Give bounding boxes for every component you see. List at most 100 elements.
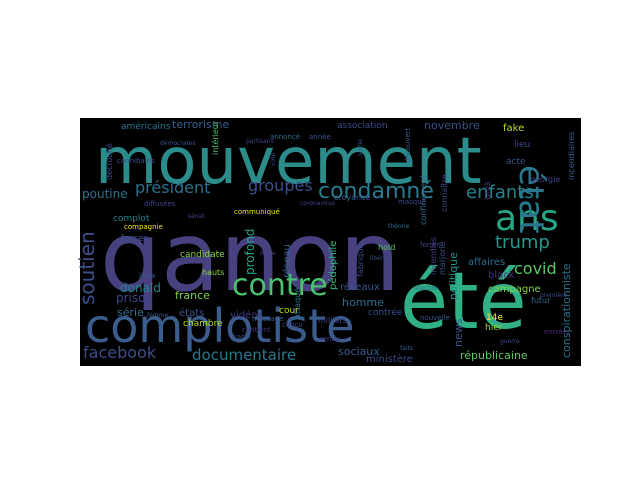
cloud-word: connaître <box>440 174 449 212</box>
cloud-word: candidate <box>180 250 225 260</box>
cloud-word: news <box>452 318 465 347</box>
cloud-word: terrorisme <box>172 118 229 131</box>
cloud-word: élection <box>415 285 439 292</box>
cloud-word: france <box>175 289 210 302</box>
cloud-word: sociaux <box>338 345 380 358</box>
cloud-word: diffusées <box>144 200 176 208</box>
cloud-word: entrée <box>544 328 567 336</box>
cloud-word: politique <box>447 252 460 300</box>
cloud-word: intérieur <box>210 120 220 155</box>
cloud-word: contre <box>232 268 328 303</box>
cloud-word: libérés <box>370 255 390 262</box>
cloud-word: rendu <box>320 335 340 343</box>
cloud-word: partisans <box>246 138 274 145</box>
cloud-word: ministère <box>366 353 413 365</box>
cloud-word: vote <box>270 152 277 166</box>
cloud-word: hold <box>378 243 395 252</box>
cloud-word: marjorie <box>438 241 447 275</box>
cloud-word: républicaine <box>460 349 528 362</box>
cloud-word: ans <box>495 198 559 239</box>
cloud-word: groupes <box>248 176 313 195</box>
cloud-word: prison <box>116 291 153 305</box>
cloud-word: association <box>337 121 388 131</box>
cloud-word: découvert <box>404 127 412 163</box>
cloud-word: sénat <box>188 213 205 220</box>
cloud-word: incendies <box>429 237 438 275</box>
cloud-word: conspirationniste <box>560 263 573 358</box>
cloud-word: fake <box>503 123 524 134</box>
cloud-word: états <box>179 307 204 319</box>
cloud-word: campagne <box>488 284 541 295</box>
cloud-word: démocrates <box>160 140 196 147</box>
cloud-word: cour <box>279 306 299 316</box>
cloud-word: cannibales <box>117 157 155 165</box>
cloud-word: annoncé <box>270 133 300 141</box>
cloud-word: acte <box>506 157 526 167</box>
cloud-word: guerre <box>500 338 520 345</box>
cloud-word: première <box>540 292 567 299</box>
cloud-word: coronavirus <box>300 200 335 207</box>
cloud-word: sortie <box>357 139 364 156</box>
cloud-word: poutine <box>82 187 128 201</box>
cloud-word: pédophile <box>327 241 339 290</box>
cloud-word: hauts <box>202 268 224 277</box>
cloud-word: faits <box>400 345 413 352</box>
cloud-word: homme <box>342 296 384 309</box>
cloud-word: femme <box>147 312 168 319</box>
cloud-word: condamné <box>318 179 434 204</box>
cloud-word: américains <box>121 121 171 132</box>
cloud-word: milliers <box>318 316 347 325</box>
cloud-word: vidéos <box>230 309 263 321</box>
cloud-word: contrée <box>368 307 403 318</box>
cloud-word: compagnie <box>124 223 163 231</box>
cloud-word: masque <box>398 198 426 206</box>
cloud-word: président <box>135 178 210 197</box>
cloud-word: futur <box>531 296 551 305</box>
cloud-word: affaires <box>468 257 505 268</box>
cloud-word: géorgie <box>530 174 560 184</box>
cloud-word: 14e <box>486 313 503 323</box>
cloud-word: mouvement <box>95 125 482 199</box>
cloud-word: covid <box>514 259 557 278</box>
cloud-word: croyance <box>334 193 371 202</box>
cloud-word: contient <box>242 326 271 334</box>
cloud-word: état <box>511 165 551 233</box>
cloud-word: année <box>309 133 331 141</box>
cloud-word: lieu <box>514 140 530 150</box>
cloud-word: hier <box>485 323 503 333</box>
cloud-word: documentaire <box>192 346 296 364</box>
cloud-word: nouvelle <box>420 314 450 322</box>
cloud-word: confinement <box>419 175 428 225</box>
cloud-word: mère <box>260 250 276 257</box>
cloud-word: novembre <box>424 119 480 132</box>
cloud-word: profond <box>243 229 257 275</box>
cloud-word: forces <box>121 234 149 244</box>
cloud-word: enfants <box>466 182 534 203</box>
cloud-word: facebook <box>83 343 157 362</box>
cloud-word: lieux <box>139 272 156 280</box>
cloud-word: attaqué <box>292 288 302 319</box>
cloud-word: réseaux <box>340 281 380 293</box>
cloud-word: black <box>488 270 515 281</box>
cloud-word: été <box>400 257 527 347</box>
cloud-word: réseau <box>281 244 293 278</box>
cloud-word: qanon <box>100 201 400 313</box>
cloud-word: décroché <box>104 143 114 180</box>
cloud-background <box>80 118 581 366</box>
cloud-word: incendiaires <box>567 132 576 180</box>
cloud-word: complotiste <box>85 299 355 353</box>
cloud-word: soutien <box>75 231 99 305</box>
cloud-word: chambre <box>183 319 223 329</box>
cloud-word: fabrique <box>356 244 365 277</box>
cloud-word: conçu <box>282 321 303 329</box>
cloud-word: série <box>117 306 144 319</box>
cloud-word: communiqué <box>234 208 280 216</box>
cloud-word: donald <box>120 281 161 295</box>
cloud-word: unis <box>483 181 493 200</box>
cloud-word: message <box>252 315 283 323</box>
cloud-word: forum <box>420 241 441 249</box>
cloud-word: complot <box>113 214 150 224</box>
